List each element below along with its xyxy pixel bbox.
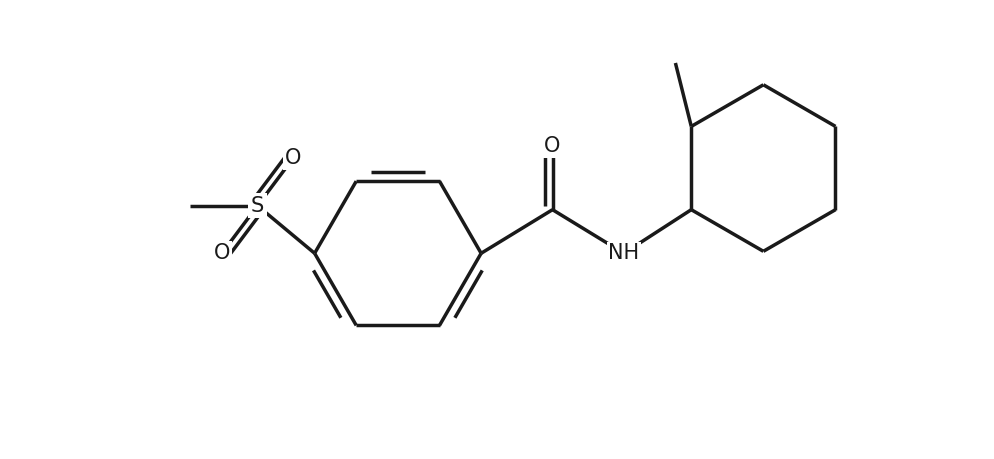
Text: O: O — [545, 136, 561, 156]
Text: O: O — [285, 148, 301, 168]
Text: O: O — [214, 243, 230, 263]
Text: NH: NH — [608, 243, 639, 263]
Text: S: S — [250, 196, 264, 216]
